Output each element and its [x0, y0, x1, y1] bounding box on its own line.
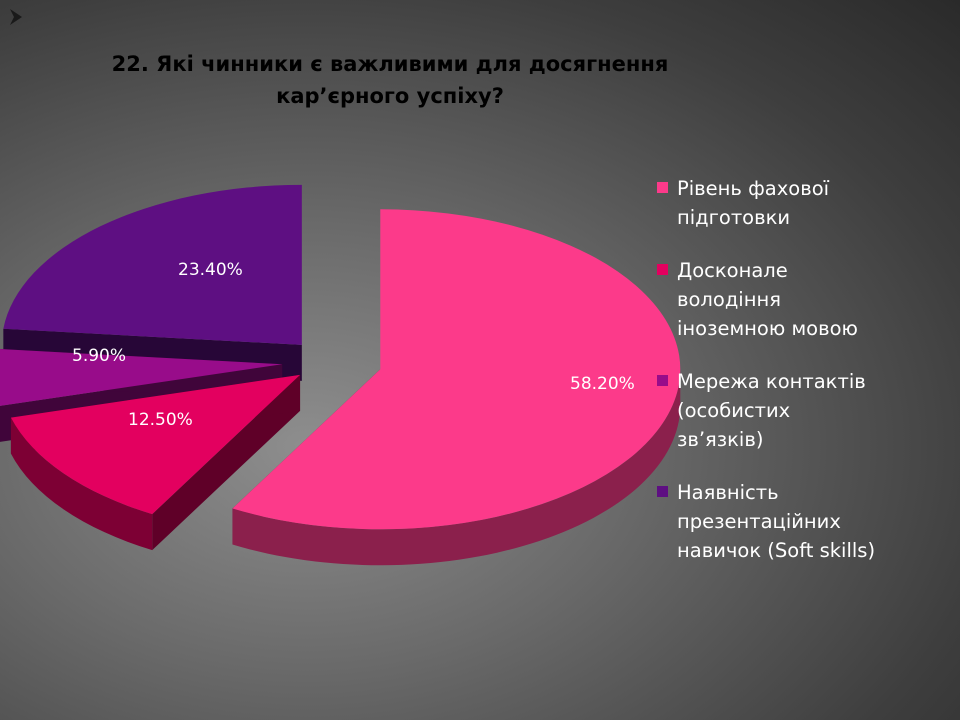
legend-item-contact-network: Мережа контактів (особистих зв’язків)	[657, 367, 957, 454]
legend-label: Мережа контактів (особистих зв’язків)	[677, 370, 866, 451]
legend-label: Наявність презентаційних навичок (Soft s…	[677, 481, 876, 562]
pie-slice-top	[232, 209, 681, 530]
legend-label: Рівень фахової підготовки	[677, 177, 830, 229]
pie-slice-top	[3, 184, 302, 345]
chart-title-line-1: 22. Які чинники є важливими для досягнен…	[111, 52, 669, 76]
chart-title-line-2: кар’єрного успіху?	[276, 84, 504, 108]
pie-slice-top	[10, 374, 301, 515]
pie-data-label: 58.20%	[570, 374, 635, 394]
pie-data-label: 5.90%	[72, 346, 127, 366]
pie-slice-side	[232, 369, 681, 566]
legend-swatch	[657, 375, 668, 386]
legend-swatch	[657, 486, 668, 497]
legend-swatch	[657, 182, 668, 193]
legend-label: Досконале володіння іноземною мовою	[677, 259, 858, 340]
legend-swatch	[657, 264, 668, 275]
pie-data-label: 12.50%	[128, 410, 193, 430]
pie-slice-top	[0, 349, 283, 406]
slide-arrow-icon	[10, 9, 22, 25]
chart-title: 22. Які чинники є важливими для досягнен…	[110, 48, 670, 112]
legend-item-foreign-language: Досконале володіння іноземною мовою	[657, 256, 957, 343]
pie-slice-wall	[152, 374, 301, 551]
legend-item-soft-skills: Наявність презентаційних навичок (Soft s…	[657, 478, 957, 565]
legend-item-professional-training: Рівень фахової підготовки	[657, 174, 957, 232]
pie-slice-side	[10, 417, 153, 551]
pie-data-label: 23.40%	[178, 260, 243, 280]
chart-legend: Рівень фахової підготовки Досконале воло…	[657, 174, 957, 589]
